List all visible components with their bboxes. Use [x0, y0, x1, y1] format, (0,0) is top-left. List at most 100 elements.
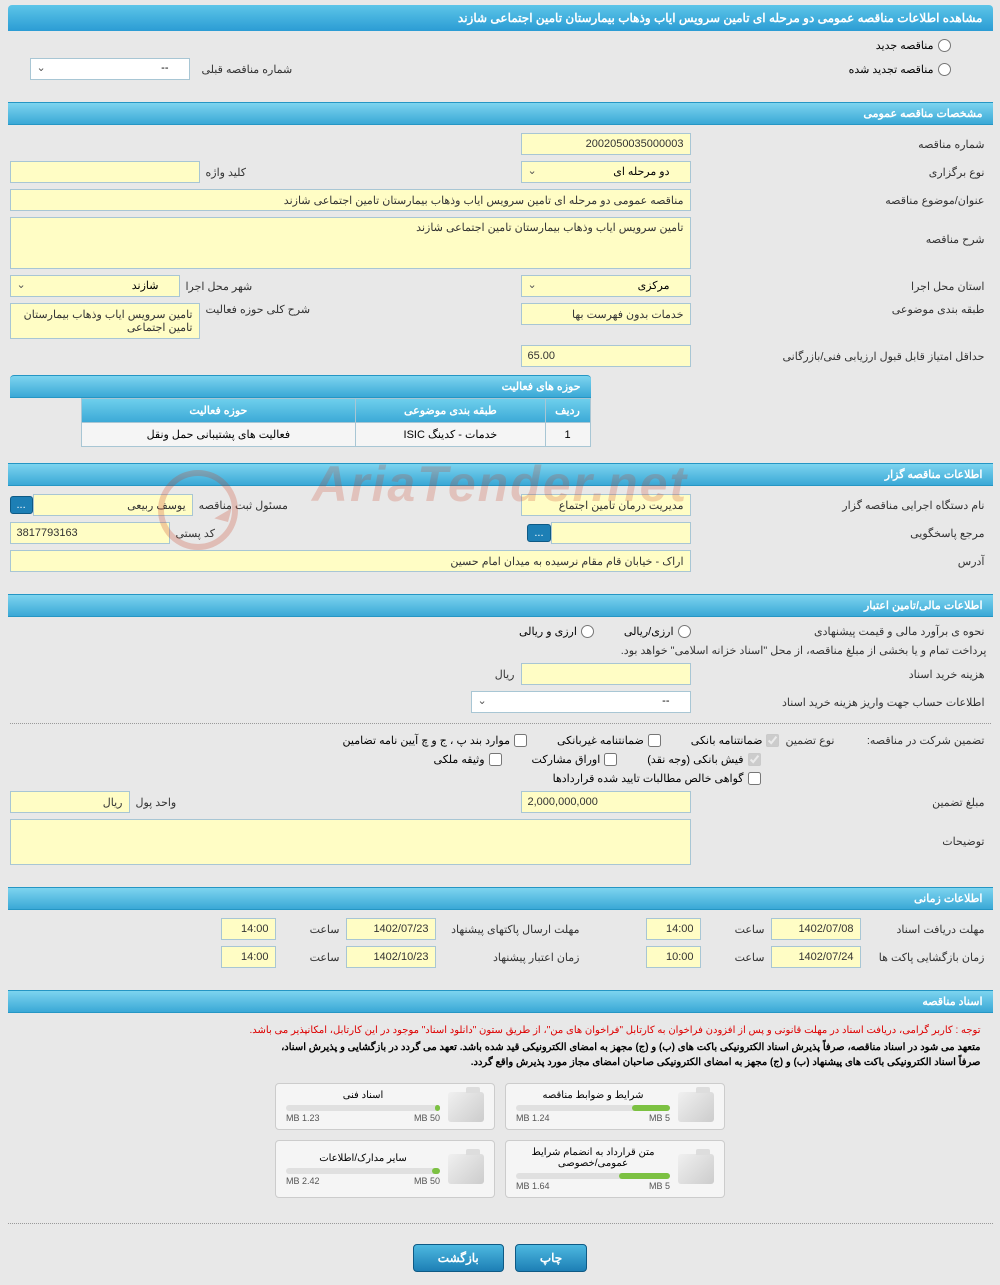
minscore-field: 65.00 [521, 345, 691, 367]
doc-tile-used: 1.23 MB [286, 1113, 320, 1123]
tender-no-field: 2002050035000003 [521, 133, 691, 155]
section-finance-header: اطلاعات مالی/تامین اعتبار [8, 594, 993, 617]
send-label: مهلت ارسال پاکتهای پیشنهاد [436, 923, 586, 936]
doc-tile[interactable]: شرایط و ضوابط مناقصه 5 MB 1.24 MB [505, 1083, 725, 1130]
doc-tile-title: شرایط و ضوابط مناقصه [516, 1090, 670, 1101]
province-select[interactable]: مرکزی [521, 275, 691, 297]
type-label: نوع برگزاری [691, 166, 991, 179]
reg-lookup-button[interactable]: ... [10, 496, 33, 514]
folder-icon [448, 1092, 484, 1122]
reg-field: یوسف ربیعی [33, 494, 193, 516]
doc-cost-field[interactable] [521, 663, 691, 685]
section-bidder-body: نام دستگاه اجرایی مناقصه گزار مدیریت درم… [8, 486, 993, 586]
print-button[interactable]: چاپ [515, 1244, 587, 1272]
addr-label: آدرس [691, 555, 991, 568]
send-date: 1402/07/23 [346, 918, 436, 940]
docs-note-red: توجه : کاربر گرامی، دریافت اسناد در مهلت… [10, 1021, 991, 1040]
notes-field[interactable] [10, 819, 691, 865]
table-row: 1 خدمات - کدینگ ISIC فعالیت های پشتیبانی… [81, 423, 590, 447]
scope-field: تامین سرویس ایاب وذهاب بیمارستان تامین ا… [10, 303, 200, 339]
send-hour-label: ساعت [276, 923, 346, 936]
section-bidder-header: اطلاعات مناقصه گزار [8, 463, 993, 486]
folder-icon [678, 1092, 714, 1122]
type-select[interactable]: دو مرحله ای [521, 161, 691, 183]
open-label: زمان بازگشایی پاکت ها [861, 951, 991, 964]
category-field: خدمات بدون فهرست بها [521, 303, 691, 325]
scope-label: شرح کلی حوزه فعالیت [200, 303, 317, 316]
unit-field: ریال [10, 791, 130, 813]
keyword-label: کلید واژه [200, 166, 252, 179]
prev-no-select[interactable]: -- [30, 58, 190, 80]
city-label: شهر محل اجرا [180, 280, 259, 293]
amount-field: 2,000,000,000 [521, 791, 691, 813]
docs-note-blk2: صرفاً اسناد الکترونیکی باکت های پیشنهاد … [10, 1055, 991, 1070]
send-hour: 14:00 [221, 918, 276, 940]
account-label: اطلاعات حساب جهت واریز هزینه خرید اسناد [691, 696, 991, 709]
activity-col-scope: حوزه فعالیت [81, 399, 356, 423]
activity-table: ردیف طبقه بندی موضوعی حوزه فعالیت 1 خدما… [81, 398, 591, 447]
postal-field: 3817793163 [10, 522, 170, 544]
radio-new[interactable] [938, 39, 951, 52]
page-title: مشاهده اطلاعات مناقصه عمومی دو مرحله ای … [458, 11, 983, 25]
est-label: نحوه ی برآورد مالی و قیمت پیشنهادی [691, 625, 991, 638]
resp-label: مرجع پاسخگویی [691, 527, 991, 540]
chk-cert[interactable] [748, 772, 761, 785]
activity-col-row: ردیف [545, 399, 590, 423]
doc-tile-title: سایر مدارک/اطلاعات [286, 1153, 440, 1164]
doc-tiles-wrap: شرایط و ضوابط مناقصه 5 MB 1.24 MB اسناد فنی… [10, 1078, 991, 1203]
recv-label: مهلت دریافت اسناد [861, 923, 991, 936]
section-general-body: شماره مناقصه 2002050035000003 نوع برگزار… [8, 125, 993, 455]
radio-renewed[interactable] [938, 63, 951, 76]
desc-field: تامین سرویس ایاب وذهاب بیمارستان تامین ا… [10, 217, 691, 269]
back-button[interactable]: بازگشت [413, 1244, 504, 1272]
doc-tile-total: 5 MB [649, 1113, 670, 1123]
resp-field [551, 522, 691, 544]
radio-fx[interactable] [678, 625, 691, 638]
resp-lookup-button[interactable]: ... [527, 524, 550, 542]
keyword-field[interactable] [10, 161, 200, 183]
open-hour: 10:00 [646, 946, 701, 968]
recv-hour-label: ساعت [701, 923, 771, 936]
doc-tile-total: 50 MB [414, 1176, 440, 1186]
doc-tile-used: 1.24 MB [516, 1113, 550, 1123]
valid-date: 1402/10/23 [346, 946, 436, 968]
treasury-note: پرداخت تمام و یا بخشی از مبلغ مناقصه، از… [615, 644, 991, 657]
section-docs-body: توجه : کاربر گرامی، دریافت اسناد در مهلت… [8, 1013, 993, 1211]
category-label: طبقه بندی موضوعی [691, 303, 991, 316]
chk-nonbank[interactable] [648, 734, 661, 747]
radio-both[interactable] [581, 625, 594, 638]
folder-icon [448, 1154, 484, 1184]
chk-cash [748, 753, 761, 766]
status-block: مناقصه جدید مناقصه تجدید شده شماره مناقص… [8, 31, 993, 94]
chk-bond[interactable] [604, 753, 617, 766]
province-label: استان محل اجرا [691, 280, 991, 293]
addr-field: اراک - خیابان قام مقام نرسیده به میدان ا… [10, 550, 691, 572]
button-bar: چاپ بازگشت [8, 1236, 993, 1280]
open-hour-label: ساعت [701, 951, 771, 964]
city-select[interactable]: شازند [10, 275, 180, 297]
section-time-header: اطلاعات زمانی [8, 887, 993, 910]
org-label: نام دستگاه اجرایی مناقصه گزار [691, 499, 991, 512]
doc-tile[interactable]: متن قرارداد به انضمام شرایط عمومی/خصوصی5… [505, 1140, 725, 1198]
guarantee-type-label: نوع تضمین [779, 734, 840, 747]
page-title-bar: مشاهده اطلاعات مناقصه عمومی دو مرحله ای … [8, 5, 993, 31]
desc-label: شرح مناقصه [691, 217, 991, 246]
prev-no-label: شماره مناقصه قبلی [196, 63, 299, 76]
reg-label: مسئول ثبت مناقصه [193, 499, 294, 512]
doc-tile[interactable]: اسناد فنی50 MB1.23 MB [275, 1083, 495, 1130]
chk-prop[interactable] [489, 753, 502, 766]
account-select[interactable]: -- [471, 691, 691, 713]
recv-date: 1402/07/08 [771, 918, 861, 940]
open-date: 1402/07/24 [771, 946, 861, 968]
doc-tile-title: اسناد فنی [286, 1090, 440, 1101]
section-docs-header: اسناد مناقصه [8, 990, 993, 1013]
minscore-label: حداقل امتیاز قابل قبول ارزیابی فنی/بازرگ… [691, 350, 991, 363]
radio-renewed-label: مناقصه تجدید شده [849, 63, 934, 76]
subject-label: عنوان/موضوع مناقصه [691, 194, 991, 207]
valid-hour-label: ساعت [276, 951, 346, 964]
section-time-body: مهلت دریافت اسناد 1402/07/08 ساعت 14:00 … [8, 910, 993, 982]
folder-icon [678, 1154, 714, 1184]
chk-abc[interactable] [514, 734, 527, 747]
doc-tile[interactable]: سایر مدارک/اطلاعات50 MB2.42 MB [275, 1140, 495, 1198]
recv-hour: 14:00 [646, 918, 701, 940]
